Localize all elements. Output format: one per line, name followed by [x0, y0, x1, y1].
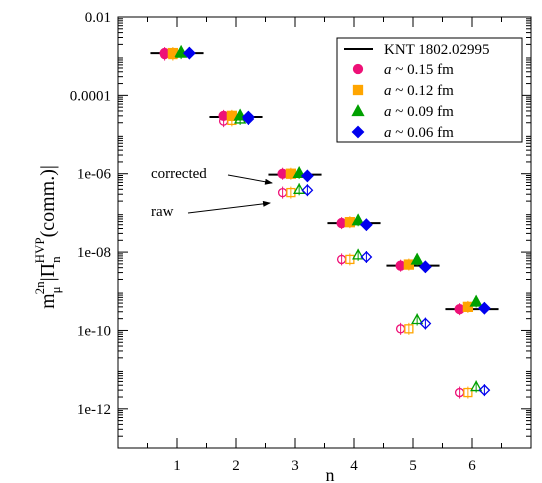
raw-point	[242, 113, 255, 125]
raw-point	[301, 184, 314, 197]
y-label-pi: |Π	[37, 263, 59, 281]
y-tick-label: 1e-06	[77, 167, 112, 183]
raw-point	[360, 251, 373, 263]
x-tick-label: 1	[173, 458, 181, 474]
y-label-m: m	[37, 293, 59, 309]
raw-point	[352, 248, 365, 260]
raw-point	[419, 317, 432, 330]
raw-point	[470, 380, 483, 392]
y-axis: 1e-12 1e-10 1e-08 1e-06 0.0001 0.01	[70, 10, 531, 437]
y-label-pi-sup: HVP	[32, 237, 47, 263]
legend-reference-label: KNT 1802.02995	[384, 42, 490, 58]
x-tick-label: 5	[409, 458, 417, 474]
legend-marker	[351, 125, 365, 139]
corrected-point	[300, 169, 314, 183]
raw-point	[234, 112, 247, 124]
legend-label: a ~ 0.15 fm	[384, 62, 454, 78]
legend-marker	[352, 63, 364, 75]
y-tick-label: 0.01	[85, 10, 111, 26]
y-tick-label: 0.0001	[70, 88, 111, 104]
annotation-raw: raw	[151, 204, 174, 220]
y-label-m-sup: 2n	[32, 281, 47, 295]
raw-point	[183, 47, 196, 59]
legend-marker	[352, 84, 364, 96]
corrected-point	[469, 294, 483, 307]
raw-point	[293, 182, 306, 194]
legend-label: a ~ 0.06 fm	[384, 125, 454, 141]
legend-marker	[351, 104, 365, 117]
y-label-m-sub: μ	[48, 286, 63, 293]
legend: KNT 1802.02995 a ~ 0.15 fm a ~ 0.12 fm a ~…	[336, 37, 523, 143]
y-axis-label: mμ2n|ΠnHVP(comm.)|	[32, 165, 63, 309]
y-tick-label: 1e-08	[77, 245, 111, 261]
raw-point	[478, 384, 491, 397]
raw-point	[404, 324, 414, 334]
raw-point	[463, 387, 473, 398]
legend-label: a ~ 0.12 fm	[384, 83, 454, 99]
corrected-point	[418, 260, 432, 274]
legend-box	[336, 37, 523, 143]
svg-text:mμ2n|ΠnHVP(comm.)|: mμ2n|ΠnHVP(comm.)|	[32, 165, 63, 309]
corrected-point	[462, 301, 474, 313]
y-tick-label: 1e-10	[77, 323, 111, 339]
legend-label: a ~ 0.09 fm	[384, 104, 454, 120]
corrected-point	[477, 301, 491, 315]
x-axis-label: n	[326, 465, 335, 483]
x-tick-label: 6	[468, 458, 476, 474]
y-tick-label: 1e-12	[77, 402, 111, 418]
corrected-point	[359, 218, 373, 232]
corrected-point	[403, 259, 415, 270]
x-axis: 1 2 3 4 5 6	[147, 17, 502, 474]
x-tick-label: 3	[291, 458, 299, 474]
corrected-point	[292, 166, 306, 179]
data-points	[159, 44, 491, 399]
annotation-raw-arrow	[187, 200, 271, 214]
annotation-corrected-arrow	[227, 174, 273, 185]
corrected-point	[410, 252, 424, 265]
x-tick-label: 2	[232, 458, 240, 474]
annotation-corrected: corrected	[151, 166, 207, 182]
x-tick-label: 4	[350, 458, 358, 474]
y-label-pi-sub: n	[48, 256, 63, 263]
y-label-tail: (comm.)|	[37, 165, 59, 237]
corrected-point	[351, 213, 365, 226]
raw-point	[411, 313, 424, 325]
